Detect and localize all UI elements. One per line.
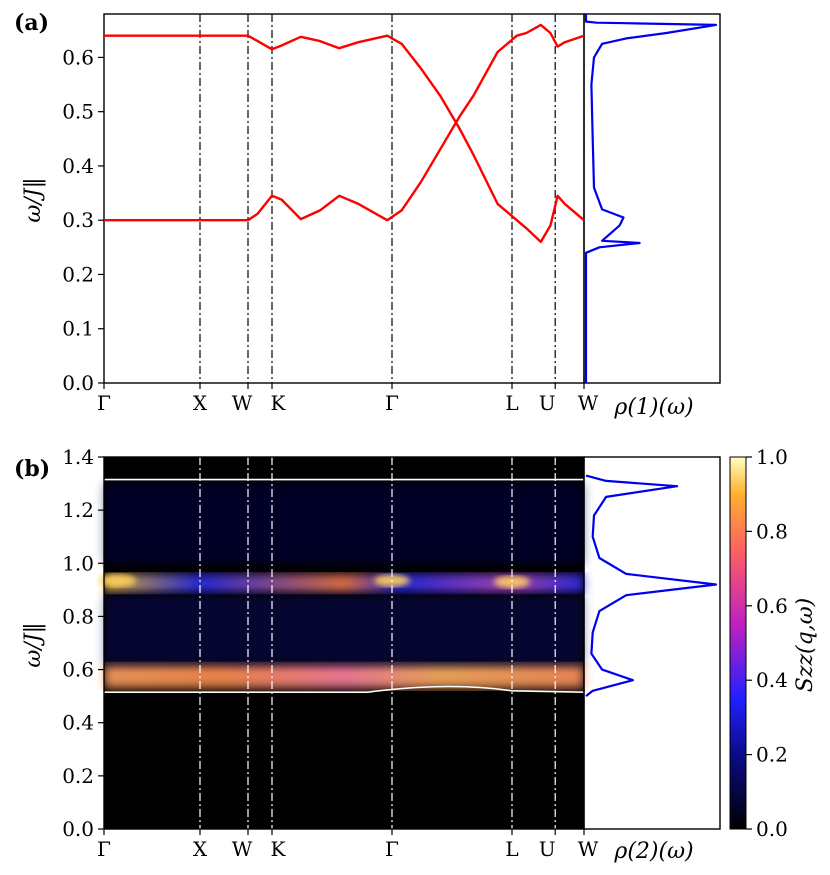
heatmap-hotspot [100, 574, 136, 587]
panel-b-dos-frame [583, 456, 721, 830]
dos-curve [584, 14, 718, 383]
colorbar-ticks: 0.0 0.2 0.4 0.6 0.8 1.0 [746, 445, 788, 841]
y-tick-label: 0.0 [62, 817, 94, 841]
y-tick-label: 1.0 [62, 551, 94, 575]
x-tick-label: Γ [97, 391, 111, 415]
magnon-branch [104, 23, 585, 222]
y-tick-label: 0.6 [62, 658, 94, 682]
colorbar-tick-label: 0.2 [756, 743, 788, 767]
panel-a-ylabel: ω/J‖ [21, 177, 46, 222]
heatmap-continuum [104, 595, 584, 665]
magnon-branch [104, 34, 585, 244]
heatmap-intensity [100, 483, 584, 689]
y-tick-label: 0.1 [62, 317, 94, 341]
x-tick-label: W [232, 837, 253, 861]
x-tick-label: W [578, 391, 599, 415]
panel-a-series [104, 23, 585, 244]
panel-a-y-ticks: 0.0 0.1 0.2 0.3 0.4 0.5 0.6 [62, 45, 104, 395]
y-tick-label: 0.2 [62, 764, 94, 788]
colorbar-label: Szz(q,ω) [793, 598, 818, 692]
x-tick-label: Γ [385, 391, 399, 415]
y-tick-label: 0.2 [62, 262, 94, 286]
panel-b-label: (b) [14, 456, 50, 482]
y-tick-label: 0.5 [62, 100, 94, 124]
panel-b-symmetry-lines [199, 457, 556, 829]
x-tick-label: X [193, 391, 208, 415]
panel-b-ylabel: ω/J‖ [21, 622, 46, 667]
colorbar-tick-label: 0.6 [756, 594, 788, 618]
x-tick-label: X [193, 837, 208, 861]
heatmap-upper-continuum [104, 483, 584, 564]
y-tick-label: 0.6 [62, 45, 94, 69]
dos-curve [585, 474, 718, 697]
x-tick-label: L [505, 837, 518, 861]
panel-b-dos-label: ρ(2)(ω) [613, 839, 693, 864]
y-tick-label: 0.8 [62, 604, 94, 628]
panel-a-dos-label: ρ(1)(ω) [613, 395, 693, 420]
x-tick-label: K [271, 837, 287, 861]
panel-a-dos-frame [583, 13, 721, 384]
x-tick-label: L [505, 391, 518, 415]
lower-bound-line [104, 685, 585, 693]
x-tick-label: K [271, 391, 287, 415]
panel-b-continuum-bounds [104, 478, 585, 693]
y-tick-label: 0.0 [62, 371, 94, 395]
x-tick-label: Γ [385, 837, 399, 861]
y-tick-label: 0.4 [62, 154, 94, 178]
x-tick-label: U [539, 837, 556, 861]
colorbar-tick-label: 0.0 [756, 817, 788, 841]
y-tick-label: 1.4 [62, 445, 94, 469]
panel-a-symmetry-lines [199, 14, 556, 383]
x-tick-label: Γ [97, 837, 111, 861]
y-tick-label: 0.3 [62, 208, 94, 232]
colorbar [729, 456, 747, 830]
x-tick-label: W [232, 391, 253, 415]
y-tick-label: 1.2 [62, 498, 94, 522]
colorbar-tick-label: 0.8 [756, 519, 788, 543]
colorbar-tick-label: 0.4 [756, 668, 788, 692]
y-tick-label: 0.4 [62, 711, 94, 735]
panel-a-label: (a) [14, 10, 49, 36]
x-tick-label: W [578, 837, 599, 861]
x-tick-label: U [539, 391, 556, 415]
panel-b-dos [585, 474, 718, 697]
heatmap-band-upper [104, 573, 584, 593]
panel-b-y-ticks: 0.0 0.2 0.4 0.6 0.8 1.0 1.2 1.4 [62, 445, 104, 841]
colorbar-tick-label: 1.0 [756, 445, 788, 469]
heatmap-band-lower [104, 664, 584, 689]
panel-a-dos [584, 14, 718, 383]
